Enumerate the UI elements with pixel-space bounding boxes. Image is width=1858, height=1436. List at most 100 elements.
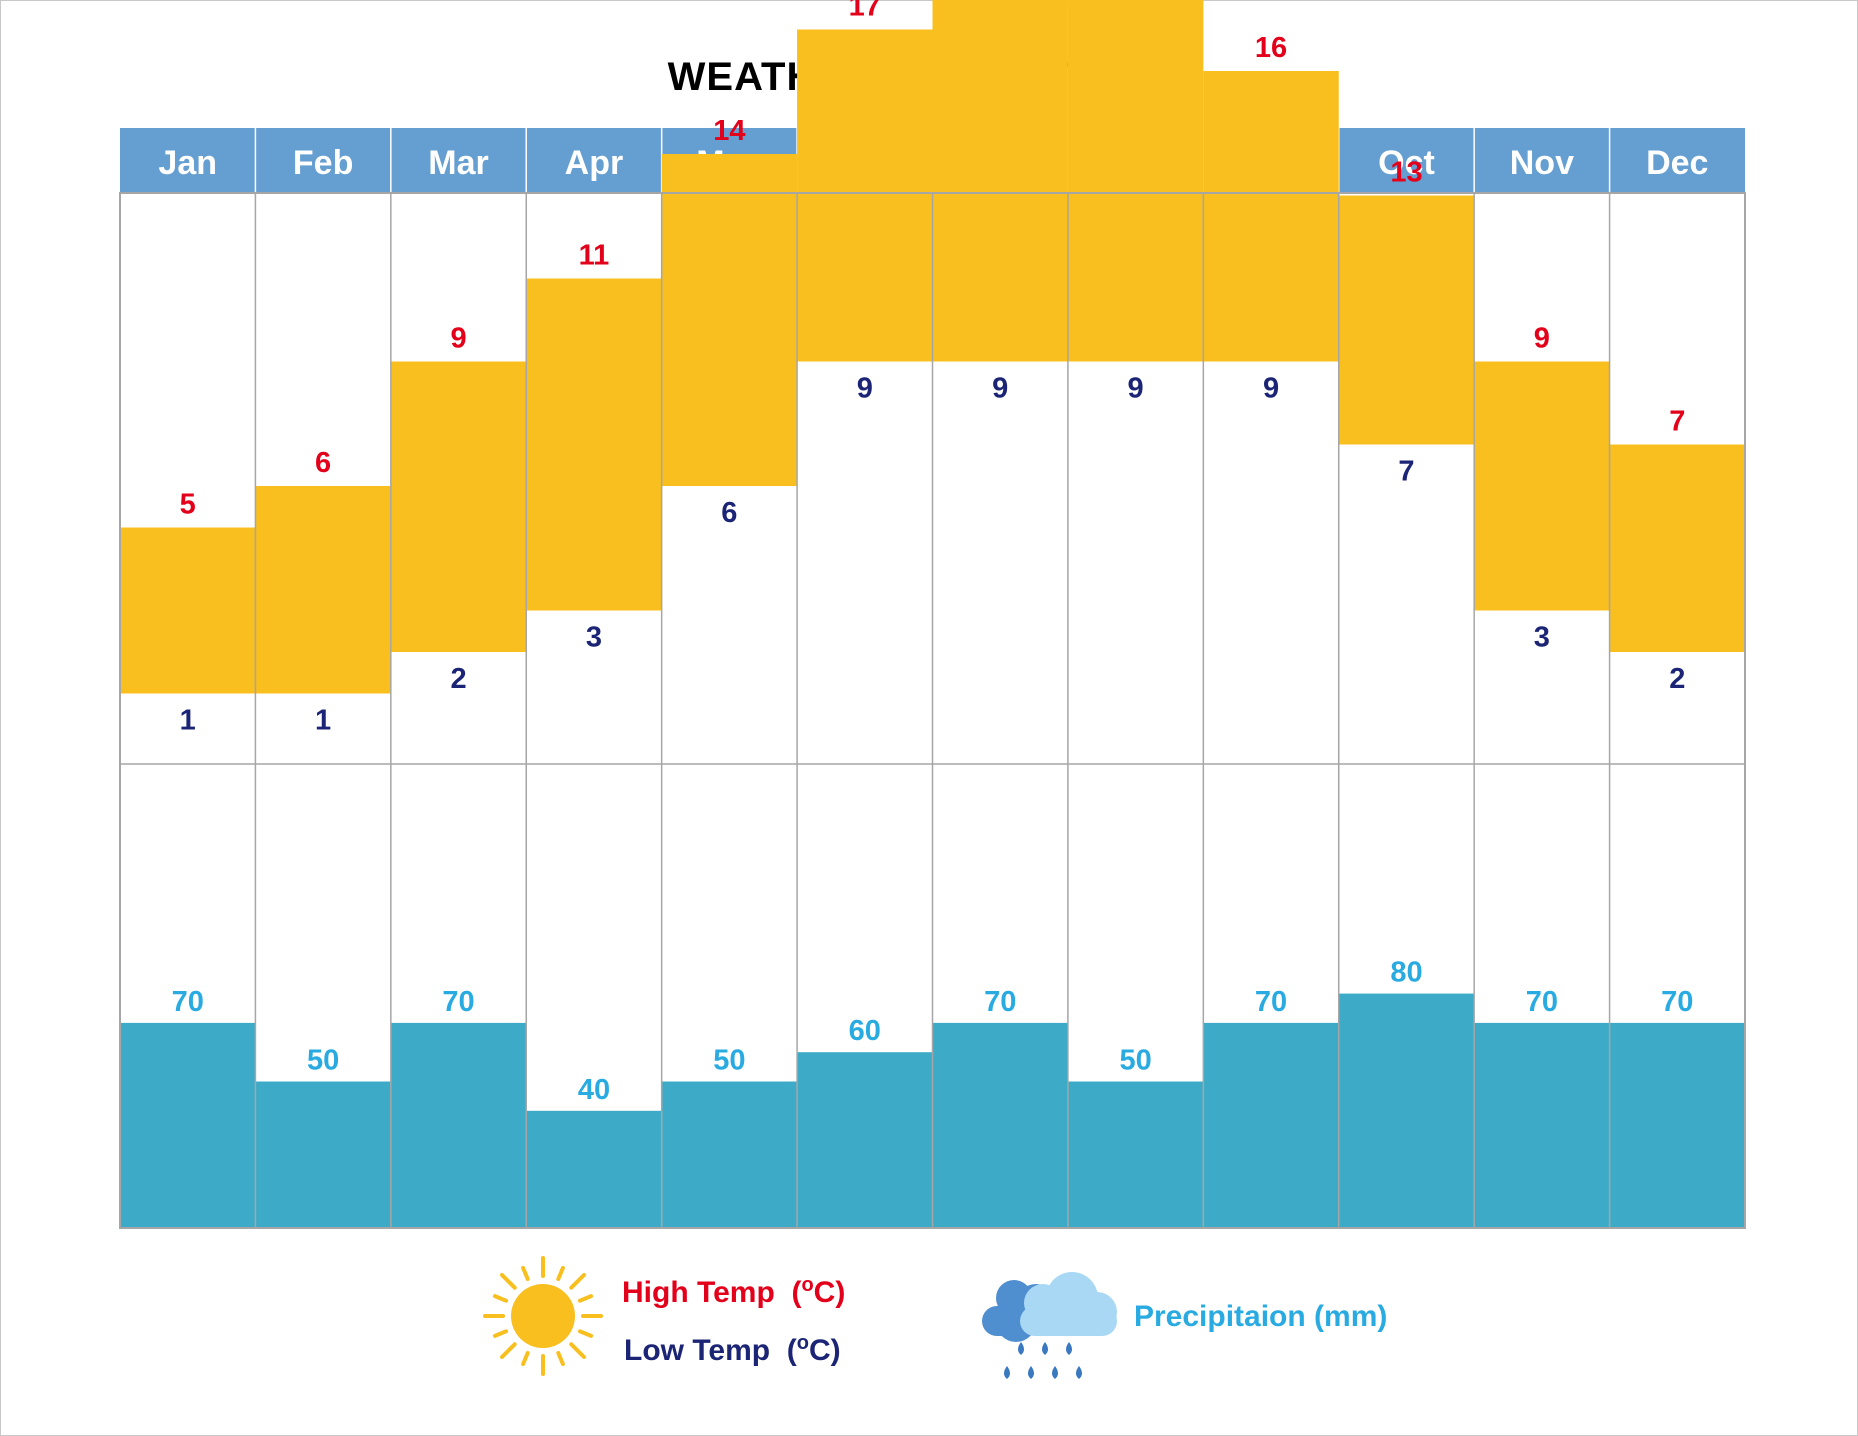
low-temp-label: 6 <box>721 497 737 529</box>
legend-high-label: High Temp <box>622 1276 775 1309</box>
precip-bar-may <box>661 1081 798 1228</box>
low-temp-label: 7 <box>1398 456 1414 488</box>
sun-ray <box>569 1272 587 1290</box>
sun-disc <box>511 1284 575 1348</box>
legend-high-unit: (oC) <box>791 1274 846 1309</box>
precip-bar-nov <box>1474 1022 1610 1228</box>
sun-ray <box>577 1294 594 1303</box>
temp-band-apr <box>526 278 662 611</box>
low-temp-label: 1 <box>315 705 331 737</box>
low-temp-label: 3 <box>586 622 602 654</box>
month-label-mar: Mar <box>428 144 488 182</box>
precip-bar-feb <box>255 1081 391 1228</box>
month-label-feb: Feb <box>293 144 353 182</box>
precip-bar-mar <box>390 1022 527 1228</box>
high-temp-label: 16 <box>1255 32 1287 64</box>
low-temp-label: 2 <box>1669 663 1685 695</box>
rain-cloud-icon <box>982 1272 1117 1379</box>
temp-band-jul <box>932 0 1068 362</box>
rain-drop <box>1052 1366 1058 1379</box>
low-temp-label: 9 <box>1128 373 1144 405</box>
sun-ray <box>556 1350 565 1367</box>
month-label-apr: Apr <box>565 144 624 182</box>
precip-label: 50 <box>307 1045 339 1077</box>
sun-ray <box>521 1265 530 1282</box>
precip-bar-apr <box>526 1110 662 1228</box>
legend-precip-label: Precipitaion (mm) <box>1134 1300 1388 1333</box>
temp-band-may <box>661 154 798 486</box>
high-temp-label: 17 <box>849 0 881 23</box>
rain-drop <box>1004 1366 1010 1379</box>
precip-bar-dec <box>1609 1022 1745 1228</box>
temp-band-sep <box>1203 71 1339 362</box>
temp-band-dec <box>1609 444 1745 652</box>
precip-label: 70 <box>1255 986 1287 1018</box>
legend-low-label: Low Temp <box>624 1334 771 1367</box>
month-label-dec: Dec <box>1646 144 1708 182</box>
temp-band-aug <box>1067 0 1204 362</box>
precip-label: 70 <box>172 986 204 1018</box>
precip-bar-jul <box>932 1022 1068 1228</box>
high-temp-label: 9 <box>450 323 466 355</box>
sun-ray <box>569 1342 587 1360</box>
rain-drop <box>1066 1342 1072 1355</box>
sun-ray <box>521 1350 530 1367</box>
sun-icon <box>483 1256 603 1376</box>
precip-bar-aug <box>1067 1081 1204 1228</box>
rain-drops <box>1004 1342 1082 1379</box>
high-temp-label: 7 <box>1669 406 1685 438</box>
low-temp-label: 2 <box>450 663 466 695</box>
legend-high-temp: High Temp (oC) <box>622 1274 845 1310</box>
low-temp-label: 1 <box>180 705 196 737</box>
plot-border <box>119 192 1746 1229</box>
precip-label: 50 <box>1119 1045 1151 1077</box>
temp-band-jan <box>120 527 256 694</box>
legend-precipitation: Precipitaion (mm) <box>1134 1300 1387 1334</box>
precip-label: 70 <box>984 986 1016 1018</box>
month-label-nov: Nov <box>1510 144 1574 182</box>
high-temp-label: 13 <box>1390 157 1422 189</box>
low-temp-label: 3 <box>1534 622 1550 654</box>
precip-bar-jun <box>797 1052 933 1228</box>
low-temp-label: 9 <box>1263 373 1279 405</box>
sun-ray <box>577 1329 594 1338</box>
precip-label: 40 <box>578 1074 610 1106</box>
temp-band-oct <box>1338 195 1475 445</box>
precip-label: 70 <box>442 986 474 1018</box>
precip-bar-sep <box>1203 1022 1339 1228</box>
temp-band-jun <box>797 29 933 362</box>
sun-ray <box>556 1265 565 1282</box>
high-temp-label: 9 <box>1534 323 1550 355</box>
precip-bar-jan <box>120 1022 256 1228</box>
cloud-front <box>1020 1272 1117 1336</box>
high-temp-label: 5 <box>180 489 196 521</box>
temp-band-feb <box>255 486 391 694</box>
precip-label: 80 <box>1390 957 1422 989</box>
precip-label: 50 <box>713 1045 745 1077</box>
high-temp-label: 14 <box>713 115 745 147</box>
precip-label: 60 <box>849 1015 881 1047</box>
month-label-jan: Jan <box>158 144 217 182</box>
rain-drop <box>1076 1366 1082 1379</box>
sun-ray <box>499 1342 517 1360</box>
low-temp-label: 9 <box>992 373 1008 405</box>
precip-label: 70 <box>1526 986 1558 1018</box>
sun-ray <box>492 1329 509 1338</box>
temp-band-nov <box>1474 361 1610 611</box>
month-label-oct: Oct <box>1378 144 1435 182</box>
legend-low-temp: Low Temp (oC) <box>624 1332 841 1368</box>
sun-ray <box>499 1272 517 1290</box>
precip-label: 70 <box>1661 986 1693 1018</box>
low-temp-label: 9 <box>857 373 873 405</box>
temp-band-mar <box>390 361 527 652</box>
legend-low-unit: (oC) <box>786 1332 841 1367</box>
precip-bar-oct <box>1338 993 1475 1228</box>
rain-drop <box>1018 1342 1024 1355</box>
high-temp-label: 6 <box>315 447 331 479</box>
high-temp-label: 11 <box>579 240 610 272</box>
sun-ray <box>492 1294 509 1303</box>
chart-panels <box>119 0 1746 1229</box>
rain-drop <box>1042 1342 1048 1355</box>
rain-drop <box>1028 1366 1034 1379</box>
